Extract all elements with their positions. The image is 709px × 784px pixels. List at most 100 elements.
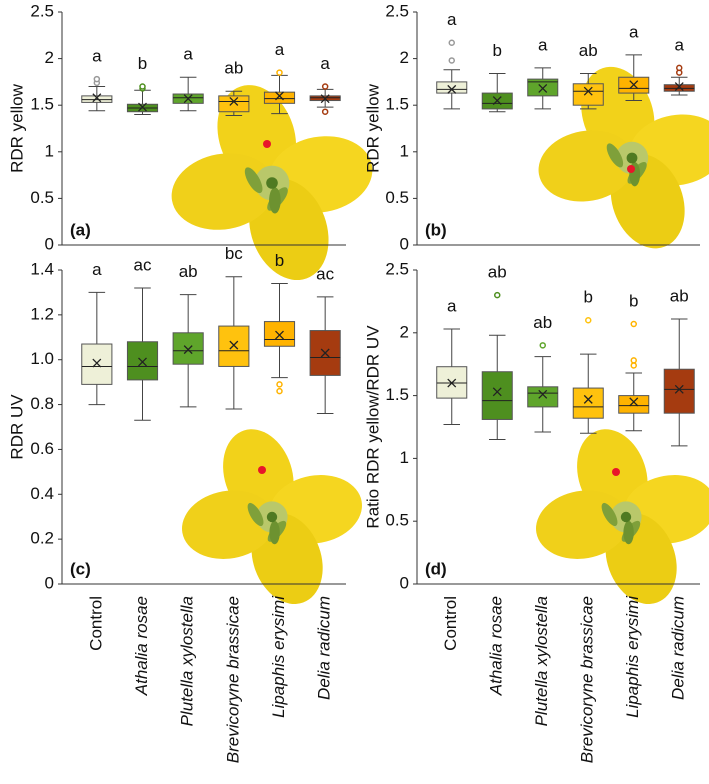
box	[309, 330, 341, 376]
y-tick-label: 0	[45, 234, 54, 253]
significance-letter: a	[275, 40, 285, 59]
significance-letter: a	[92, 260, 102, 279]
x-tick-label: Athalia rosae	[487, 596, 506, 696]
significance-letter: a	[320, 54, 330, 73]
y-tick-label: 1.0	[30, 349, 54, 368]
outlier	[585, 316, 592, 324]
significance-letter: ab	[488, 263, 507, 282]
outlier	[630, 362, 637, 369]
outlier	[321, 108, 329, 115]
flower-image	[530, 420, 709, 615]
mean-marker	[275, 91, 284, 101]
x-tick-label: Delia radicum	[669, 596, 688, 700]
box	[572, 387, 604, 419]
x-tick-label: Athalia rosae	[132, 596, 151, 696]
significance-letter: a	[447, 10, 457, 29]
y-tick-label: 0.5	[30, 188, 54, 207]
mean-marker	[492, 96, 502, 105]
box	[436, 81, 468, 94]
significance-letter: a	[538, 35, 548, 54]
y-tick-label: 2	[400, 322, 409, 341]
significance-letter: a	[629, 22, 639, 41]
box	[263, 91, 296, 104]
outlier	[630, 320, 637, 328]
y-tick-label: 0	[45, 573, 54, 592]
significance-letter: a	[447, 297, 457, 316]
panel-label: (b)	[425, 220, 447, 239]
outlier	[676, 64, 683, 72]
x-tick-label: Lipaphis erysimi	[269, 595, 288, 718]
outlier	[630, 357, 637, 364]
significance-letter: ab	[670, 286, 689, 305]
box	[527, 386, 559, 408]
x-tick-label: Plutella xylostella	[178, 596, 197, 726]
box	[218, 95, 250, 113]
y-tick-label: 2	[45, 48, 54, 67]
outlier	[139, 83, 146, 90]
mean-marker	[320, 94, 330, 104]
flower-image	[165, 74, 379, 292]
box	[436, 366, 468, 399]
mean-marker	[583, 394, 593, 404]
y-axis-label: RDR yellow	[363, 83, 382, 173]
significance-letter: a	[675, 35, 685, 54]
box	[218, 325, 250, 367]
outlier	[321, 83, 329, 90]
mean-marker	[447, 84, 457, 94]
mean-marker	[583, 86, 593, 96]
box	[481, 371, 513, 420]
mean-marker	[138, 102, 147, 112]
significance-letter: a	[183, 45, 193, 64]
x-tick-label: Lipaphis erysimi	[623, 595, 642, 718]
mean-marker	[183, 345, 193, 355]
x-tick-label: Plutella xylostella	[532, 596, 551, 726]
mean-marker	[674, 82, 684, 92]
x-tick-label: Brevicoryne brassicae	[223, 596, 242, 763]
mean-marker	[629, 80, 639, 90]
outlier	[276, 387, 283, 395]
x-tick-label: Brevicoryne brassicae	[578, 596, 597, 763]
panel-label: (c)	[70, 559, 91, 578]
box	[172, 332, 204, 365]
outlier	[539, 342, 546, 349]
y-tick-label: 2.5	[385, 259, 409, 278]
mean-marker	[629, 397, 639, 407]
outlier	[276, 381, 283, 388]
mean-marker	[320, 348, 330, 358]
outlier	[448, 39, 455, 47]
significance-letter: b	[138, 54, 147, 73]
mean-marker	[138, 357, 147, 367]
mean-marker	[275, 330, 284, 340]
significance-letter: b	[584, 288, 593, 307]
box	[572, 83, 604, 106]
box	[663, 368, 695, 414]
outlier	[494, 291, 501, 299]
significance-letter: ab	[179, 262, 198, 281]
y-tick-label: 2.5	[30, 1, 54, 20]
mean-marker	[492, 387, 502, 397]
box	[618, 395, 650, 414]
y-axis-label: RDR UV	[7, 394, 26, 460]
box	[126, 341, 159, 381]
significance-letter: b	[629, 291, 638, 310]
box	[81, 343, 113, 385]
mean-marker	[538, 83, 548, 93]
mean-marker	[674, 384, 684, 394]
y-tick-label: 1.5	[385, 385, 409, 404]
y-tick-label: 0.5	[385, 188, 409, 207]
y-axis-label: RDR yellow	[7, 83, 26, 173]
significance-letter: ac	[134, 255, 152, 274]
y-tick-label: 0.2	[30, 529, 54, 548]
panel-label: (d)	[425, 559, 447, 578]
y-tick-label: 0	[400, 234, 409, 253]
outlier	[448, 57, 455, 64]
mean-marker	[447, 378, 457, 388]
significance-letter: ab	[533, 313, 552, 332]
y-tick-label: 0.6	[30, 439, 54, 458]
y-tick-label: 1.5	[385, 95, 409, 114]
y-tick-label: 0.4	[30, 484, 54, 503]
flower-image	[176, 420, 368, 615]
y-tick-label: 2	[400, 48, 409, 67]
panel-label: (a)	[70, 220, 91, 239]
